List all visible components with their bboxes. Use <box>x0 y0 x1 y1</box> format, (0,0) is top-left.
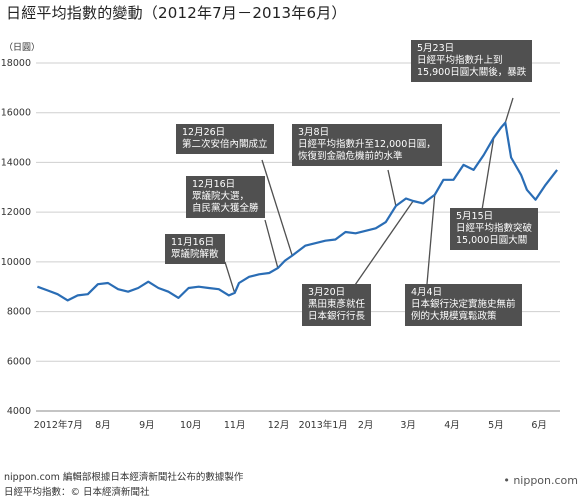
x-tick-label: 2012年7月 <box>34 419 83 431</box>
x-tick-label: 9月 <box>139 420 155 431</box>
annotation-apr4: 4月4日 日本銀行決定實施史無前 例的大規模寬鬆政策 <box>405 284 522 326</box>
y-tick-label: 4000 <box>7 406 31 417</box>
annotation-mar20-leader-line <box>354 200 414 286</box>
y-tick-label: 6000 <box>7 356 31 367</box>
y-tick-label: 8000 <box>7 307 31 318</box>
footer-source: nippon.com 編輯部根據日本經濟新聞社公布的數據製作 <box>4 472 244 483</box>
x-tick-label: 4月 <box>444 420 460 431</box>
x-tick-label: 8月 <box>95 420 111 431</box>
x-tick-label: 6月 <box>531 420 547 431</box>
y-axis-unit-label: （日圓） <box>4 43 41 53</box>
x-tick-label: 5月 <box>488 420 504 431</box>
annotation-may23: 5月23日 日經平均指數升上到 15,900日圓大關後，暴跌 <box>411 40 533 82</box>
annotation-dec16: 12月16日 眾議院大選， 自民黨大獲全勝 <box>186 176 265 218</box>
annotation-may23-leader-line <box>504 97 514 123</box>
annotation-mar8-leader-line <box>387 169 397 207</box>
y-tick-label: 12000 <box>1 207 31 218</box>
nikkei-series-line <box>37 121 558 302</box>
x-tick-label: 3月 <box>400 420 416 431</box>
y-tick-label: 16000 <box>1 108 31 119</box>
annotation-mar20: 3月20日 黑田東彥就任 日本銀行行長 <box>302 284 372 326</box>
x-tick-label: 2月 <box>358 420 374 431</box>
chart-title: 日經平均指數的變動（2012年7月－2013年6月） <box>6 4 347 22</box>
y-tick-label: 10000 <box>1 257 31 268</box>
y-tick-label: 18000 <box>1 58 31 69</box>
x-tick-label: 2013年1月 <box>299 419 348 431</box>
annotation-mar8: 3月8日 日經平均指數升至12,000日圓， 恢復到金融危機前的水準 <box>292 124 442 166</box>
annotation-nov16-leader-line <box>224 261 236 294</box>
x-tick-label: 11月 <box>224 420 246 431</box>
y-tick-label: 14000 <box>1 157 31 168</box>
nippon-com-logo: • nippon.com <box>503 474 578 487</box>
annotation-apr4-leader-line <box>426 194 436 285</box>
annotation-dec16-leader-line <box>264 219 279 269</box>
x-tick-label: 10月 <box>180 420 202 431</box>
annotation-may15-leader-line <box>481 137 495 211</box>
x-tick-label: 12月 <box>268 420 290 431</box>
annotation-may15: 5月15日 日經平均指數突破 15,000日圓大關 <box>450 208 539 250</box>
annotation-dec26: 12月26日 第二次安倍內閣成立 <box>176 124 274 154</box>
annotation-nov16: 11月16日 眾議院解散 <box>165 234 225 264</box>
annotation-dec26-leader-line <box>261 159 293 256</box>
footer-copyright: 日經平均指數：© 日本經濟新聞社 <box>4 487 150 498</box>
